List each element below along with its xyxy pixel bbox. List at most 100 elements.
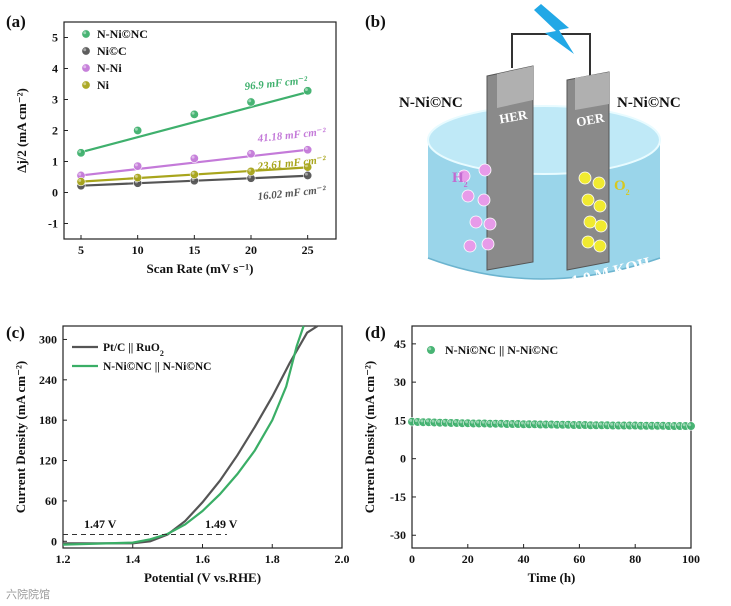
panel-d-point-highlight bbox=[688, 423, 692, 427]
panel-d-point-highlight bbox=[543, 421, 547, 425]
h2-bubble bbox=[483, 217, 497, 231]
panel-d-point-highlight bbox=[526, 421, 530, 425]
panel-d-legend-label: N-Ni©NC || N-Ni©NC bbox=[445, 343, 558, 357]
panel-a-point bbox=[246, 97, 256, 107]
panel-a-point bbox=[303, 145, 313, 155]
panel-d-point-highlight bbox=[487, 420, 491, 424]
panel-d-x-tick-label: 20 bbox=[462, 552, 474, 566]
h2-bubble bbox=[457, 169, 471, 183]
panel-d-point-highlight bbox=[571, 422, 575, 426]
o2-bubble bbox=[581, 193, 595, 207]
panel-c-x-axis-label: Potential (V vs.RHE) bbox=[144, 570, 261, 585]
panel-d-point-highlight bbox=[420, 419, 424, 423]
panel-a-point-highlight bbox=[304, 172, 308, 176]
panel-d-point-highlight bbox=[414, 419, 418, 423]
panel-a-point-highlight bbox=[78, 150, 82, 154]
o2-label: O2 bbox=[614, 178, 630, 197]
panel-d-point-highlight bbox=[626, 422, 630, 426]
panel-d-point-highlight bbox=[492, 420, 496, 424]
panel-d-point-highlight bbox=[476, 420, 480, 424]
panel-d-point-highlight bbox=[682, 423, 686, 427]
beaker-bottom-edge bbox=[427, 257, 661, 280]
panel-a-y-axis-label: Δj/2 (mA cm⁻²) bbox=[14, 88, 29, 173]
panel-a-legend-marker-highlight bbox=[83, 31, 87, 35]
panel-a-x-tick-label: 15 bbox=[188, 243, 200, 257]
panel-d-y-tick-label: -30 bbox=[390, 528, 406, 542]
panel-d-point-highlight bbox=[470, 420, 474, 424]
panel-c-y-tick-label: 60 bbox=[45, 494, 57, 508]
panel-d-point-highlight bbox=[554, 421, 558, 425]
oer-electrode-top bbox=[575, 72, 609, 110]
panel-a-point-highlight bbox=[191, 111, 195, 115]
panel-a-point-highlight bbox=[134, 127, 138, 131]
panel-c-y-tick-label: 120 bbox=[39, 454, 57, 468]
panel-a-y-tick-label: 4 bbox=[52, 62, 58, 76]
panel-c-y-tick-label: 180 bbox=[39, 413, 57, 427]
panel-d-point-highlight bbox=[481, 420, 485, 424]
panel-d-point-highlight bbox=[671, 423, 675, 427]
panel-a-annotation: 41.18 mF cm⁻² bbox=[256, 126, 327, 145]
panel-a-point-highlight bbox=[304, 88, 308, 92]
panel-a-point-highlight bbox=[78, 172, 82, 176]
panel-a-legend-marker bbox=[81, 46, 91, 56]
panel-a-legend-label: Ni bbox=[97, 78, 110, 92]
her-electrode-top bbox=[497, 66, 533, 108]
panel-d-point-highlight bbox=[598, 422, 602, 426]
panel-d-point-highlight bbox=[425, 419, 429, 423]
panel-a-point bbox=[303, 162, 313, 172]
panel-a-point bbox=[303, 86, 313, 96]
panel-c-legend-label: Pt/C || RuO2 bbox=[103, 342, 164, 358]
panel-a-point bbox=[189, 170, 199, 180]
panel-c-legend-label: N-Ni©NC || N-Ni©NC bbox=[103, 361, 212, 373]
panel-a-y-tick-label: 0 bbox=[52, 186, 58, 200]
h2-bubble bbox=[463, 239, 477, 253]
panel-a-legend-marker-highlight bbox=[83, 48, 87, 52]
panel-d-point-highlight bbox=[409, 418, 413, 422]
panel-d-point-highlight bbox=[442, 419, 446, 423]
panel-c-series-line bbox=[62, 325, 305, 546]
o2-bubble bbox=[593, 199, 607, 213]
oer-label: OER bbox=[575, 110, 606, 130]
panel-d-point-highlight bbox=[559, 421, 563, 425]
panel-a-point-highlight bbox=[248, 99, 252, 103]
panel-d-point-highlight bbox=[621, 422, 625, 426]
panel-d-legend-marker bbox=[426, 345, 436, 355]
panel-d-point-highlight bbox=[660, 422, 664, 426]
panel-a-point bbox=[133, 173, 143, 183]
panel-a-point-highlight bbox=[248, 175, 252, 179]
panel-a-legend-marker bbox=[81, 29, 91, 39]
h2-label: H2 bbox=[452, 170, 468, 189]
panel-d-y-tick-label: 30 bbox=[394, 375, 406, 389]
panel-d-point-highlight bbox=[665, 423, 669, 427]
o2-bubble bbox=[581, 235, 595, 249]
panel-d-point-highlight bbox=[593, 422, 597, 426]
panel-d-y-tick-label: -15 bbox=[390, 490, 406, 504]
panel-a-y-tick-label: 5 bbox=[52, 31, 58, 45]
panel-a-point bbox=[189, 109, 199, 119]
panel-d-point-highlight bbox=[587, 422, 591, 426]
panel-d-x-tick-label: 0 bbox=[409, 552, 415, 566]
panel-c-annotation: 1.49 V bbox=[205, 517, 238, 531]
panel-d-point-highlight bbox=[537, 421, 541, 425]
panel-a-x-tick-label: 25 bbox=[302, 243, 314, 257]
panel-d-point-highlight bbox=[459, 420, 463, 424]
panel-a-point bbox=[189, 153, 199, 163]
h2-bubble bbox=[461, 189, 475, 203]
panel-a-point bbox=[246, 166, 256, 176]
h2-bubble bbox=[477, 193, 491, 207]
panel-a-point-highlight bbox=[248, 151, 252, 154]
panel-d-y-axis-label: Current Density (mA cm⁻²) bbox=[362, 361, 377, 513]
panel-c-annotation: 1.47 V bbox=[84, 517, 117, 531]
panel-c-y-tick-label: 0 bbox=[51, 534, 57, 548]
panel-d-x-tick-label: 80 bbox=[629, 552, 641, 566]
o2-bubble bbox=[583, 215, 597, 229]
panel-label-a: (a) bbox=[6, 12, 26, 31]
panel-a-point-highlight bbox=[134, 174, 138, 178]
panel-label-c: (c) bbox=[6, 323, 25, 342]
panel-a-point bbox=[133, 161, 143, 171]
panel-d-point-highlight bbox=[632, 422, 636, 426]
panel-d-point-highlight bbox=[431, 419, 435, 423]
panel-c-x-tick-label: 1.6 bbox=[195, 552, 210, 566]
h2-bubble bbox=[469, 215, 483, 229]
